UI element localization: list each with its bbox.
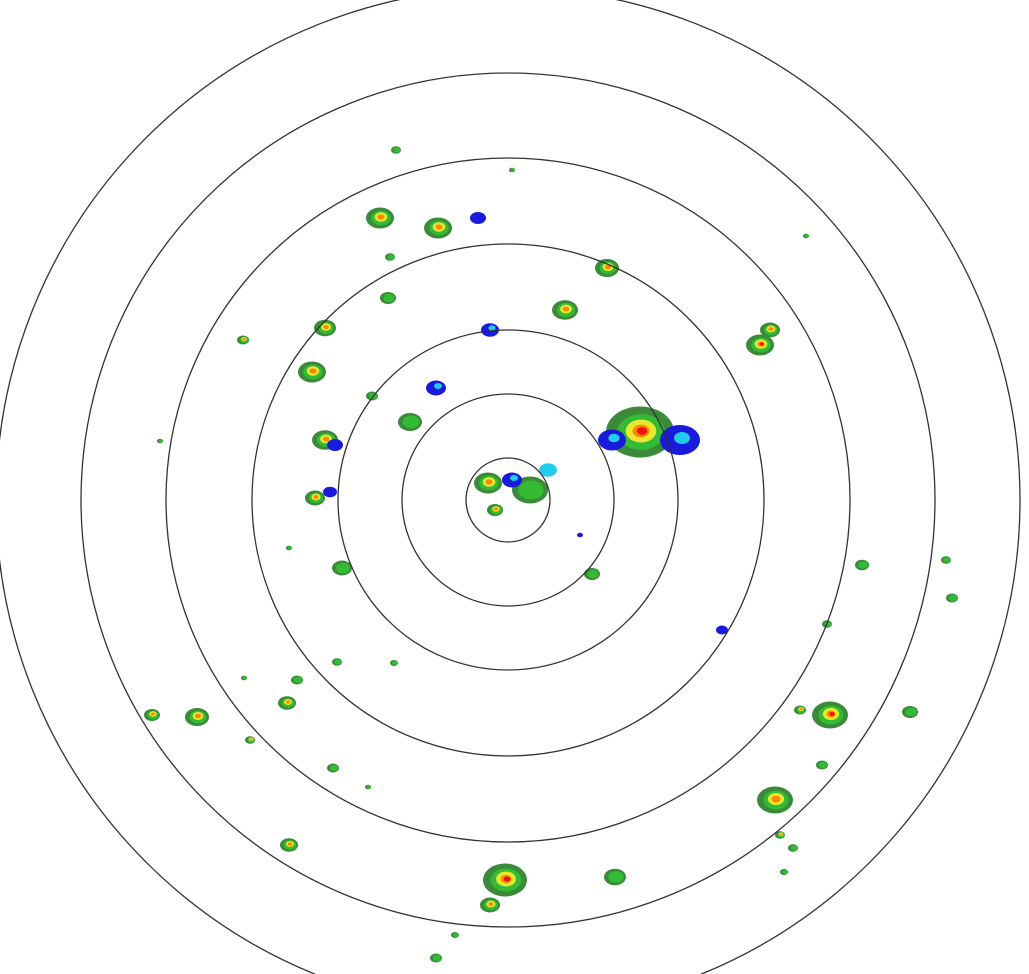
echo-cell-moderate (383, 293, 395, 303)
range-ring-6 (80, 72, 936, 928)
echo-cell-moderate (943, 557, 951, 563)
range-ring-5 (165, 157, 851, 843)
weak-echo (470, 212, 486, 224)
weak-echo (323, 486, 337, 498)
weak-echo-core (608, 433, 620, 443)
echo-cell-heavy (287, 842, 293, 846)
echo-cell-moderate (158, 439, 164, 443)
echo-cell-heavy (799, 707, 803, 711)
echo-cell-moderate (518, 480, 544, 500)
range-ring-4 (251, 243, 765, 757)
echo-cell-moderate (387, 254, 395, 260)
echo-cell-moderate (366, 785, 372, 789)
echo-cell-moderate (608, 871, 624, 883)
echo-cell-moderate (782, 869, 788, 875)
echo-cell-heavy (494, 507, 498, 511)
echo-cell-heavy (249, 738, 253, 740)
echo-cell-core (503, 876, 511, 882)
echo-cell-heavy (485, 479, 493, 485)
weak-echo (327, 439, 343, 451)
precipitation-echoes (144, 146, 958, 963)
weak-echo (716, 625, 728, 635)
echo-cell-moderate (432, 954, 442, 962)
range-ring-1 (465, 457, 551, 543)
weak-echo-core (510, 475, 518, 481)
echo-cell-moderate (790, 845, 798, 851)
echo-cell-moderate (329, 764, 339, 772)
echo-cell-heavy (562, 306, 570, 312)
echo-cell-moderate (336, 562, 350, 574)
echo-cell-heavy (285, 700, 291, 704)
echo-cell-heavy (779, 833, 783, 835)
echo-cell-moderate (858, 561, 868, 569)
echo-cell-heavy (322, 436, 330, 442)
echo-cell-moderate (905, 707, 917, 717)
echo-cell-heavy (377, 214, 385, 220)
echo-cell-moderate (293, 676, 303, 684)
echo-cell-heavy (771, 795, 781, 803)
echo-cell-moderate (948, 594, 958, 602)
range-ring-3 (337, 329, 679, 671)
echo-cell-moderate (392, 660, 398, 666)
weak-echo-core (674, 432, 690, 444)
echo-cell-moderate (393, 147, 401, 153)
echo-cell-moderate (287, 546, 293, 550)
echo-cell-moderate (510, 168, 516, 172)
echo-cell-heavy (309, 368, 317, 374)
echo-cell-moderate (242, 676, 248, 680)
range-ring-2 (401, 393, 615, 607)
echo-cell-heavy (435, 224, 443, 230)
echo-cell-moderate (334, 659, 342, 665)
echo-cell-moderate (818, 761, 828, 769)
echo-cell-heavy (242, 337, 246, 341)
echo-cell-heavy (195, 713, 201, 719)
echo-cell-heavy (488, 902, 494, 906)
echo-cell-moderate (402, 415, 420, 429)
echo-cell-heavy (313, 495, 319, 499)
weak-echo-core (434, 383, 442, 389)
echo-cell-heavy (151, 712, 155, 716)
echo-cell-moderate (453, 932, 459, 938)
echo-cell-heavy (605, 264, 611, 270)
echo-cell-heavy (768, 327, 774, 331)
echo-cell-core (636, 427, 648, 435)
echo-cell-core (759, 342, 765, 346)
echo-cell-heavy (323, 324, 329, 330)
echo-cell-core (829, 711, 835, 717)
weak-echo (577, 532, 583, 538)
weak-echo (539, 463, 557, 477)
weak-echo-core (488, 325, 496, 331)
echo-cell-moderate (587, 569, 599, 579)
echo-cell-moderate (804, 234, 810, 238)
